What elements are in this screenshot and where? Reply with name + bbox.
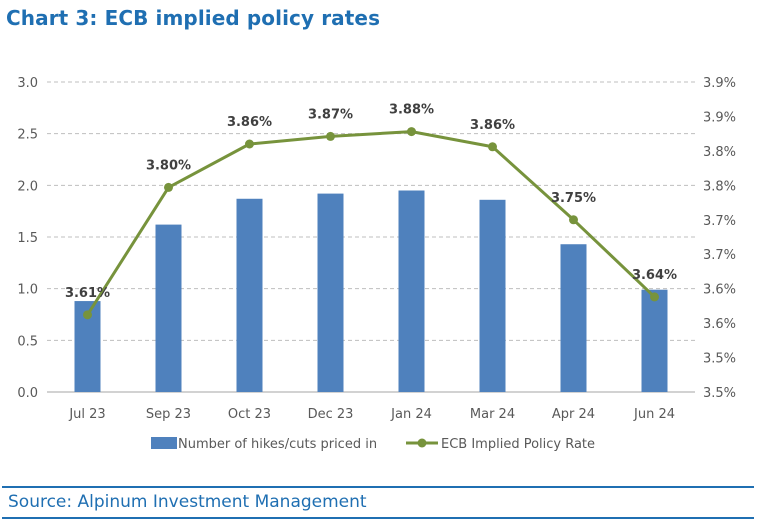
line-point (245, 139, 254, 149)
data-label: 3.80% (146, 158, 191, 173)
right-axis-ticks: 3.5% 3.5% 3.6% 3.6% 3.7% 3.7% 3.8% 3.8% 3.9% 3.9% (703, 76, 736, 401)
right-tick-label: 3.8% (703, 145, 736, 160)
data-label: 3.64% (632, 268, 677, 283)
legend-swatch-bar (151, 437, 177, 449)
legend-label-line: ECB Implied Policy Rate (441, 437, 595, 452)
left-tick-label: 1.5 (17, 231, 38, 246)
x-tick-label: Sep 23 (146, 407, 191, 422)
line-path (86, 130, 656, 316)
left-axis-ticks: 0.0 0.5 1.0 1.5 2.0 2.5 3.0 (17, 76, 38, 401)
line-point (407, 127, 416, 137)
x-tick-label: Jan 24 (390, 407, 432, 422)
bar (641, 289, 668, 392)
x-tick-label: Jun 24 (633, 407, 675, 422)
line-point (488, 142, 497, 152)
line-point (164, 182, 173, 192)
left-tick-label: 2.0 (17, 179, 38, 194)
line-series: 3.61% 3.80% 3.86% 3.87% 3.88% 3.86% 3.75% 3.64% (65, 103, 677, 320)
bar (317, 193, 344, 392)
data-label: 3.88% (389, 103, 434, 118)
right-tick-label: 3.9% (703, 76, 736, 91)
right-tick-label: 3.5% (703, 386, 736, 401)
data-label: 3.61% (65, 286, 110, 301)
bar (560, 244, 587, 392)
x-tick-label: Apr 24 (552, 407, 595, 422)
x-tick-label: Mar 24 (470, 407, 515, 422)
line-point (326, 131, 335, 141)
bottom-rule (2, 517, 754, 519)
legend: Number of hikes/cuts priced in ECB Implie… (151, 437, 595, 452)
bar (398, 190, 425, 392)
left-tick-label: 1.0 (17, 283, 38, 298)
data-label: 3.86% (227, 115, 272, 130)
line-point (569, 215, 578, 225)
legend-marker-line (417, 438, 427, 448)
right-tick-label: 3.5% (703, 352, 736, 367)
right-tick-label: 3.7% (703, 214, 736, 229)
top-rule (2, 486, 754, 488)
source-text: Source: Alpinum Investment Management (8, 492, 367, 512)
left-tick-label: 0.5 (17, 334, 38, 349)
data-label: 3.75% (551, 191, 596, 206)
x-tick-label: Jul 23 (68, 407, 105, 422)
bar (236, 198, 263, 392)
right-tick-label: 3.9% (703, 110, 736, 125)
x-tick-label: Dec 23 (308, 407, 354, 422)
right-tick-label: 3.6% (703, 317, 736, 332)
bar (479, 199, 506, 392)
right-tick-label: 3.7% (703, 248, 736, 263)
bar (155, 224, 182, 392)
right-tick-label: 3.8% (703, 179, 736, 194)
legend-label-bar: Number of hikes/cuts priced in (178, 437, 377, 452)
data-label: 3.86% (470, 118, 515, 133)
x-axis-ticks: Jul 23 Sep 23 Oct 23 Dec 23 Jan 24 Mar 24 Apr … (68, 407, 675, 422)
left-tick-label: 2.5 (17, 128, 38, 143)
chart-title: Chart 3: ECB implied policy rates (6, 6, 381, 30)
line-point (83, 310, 92, 320)
line-point (650, 292, 659, 302)
bar-series (74, 190, 668, 392)
right-tick-label: 3.6% (703, 283, 736, 298)
left-tick-label: 0.0 (17, 386, 38, 401)
gridlines (47, 81, 695, 393)
x-tick-label: Oct 23 (228, 407, 271, 422)
data-label: 3.87% (308, 107, 353, 122)
left-tick-label: 3.0 (17, 76, 38, 91)
